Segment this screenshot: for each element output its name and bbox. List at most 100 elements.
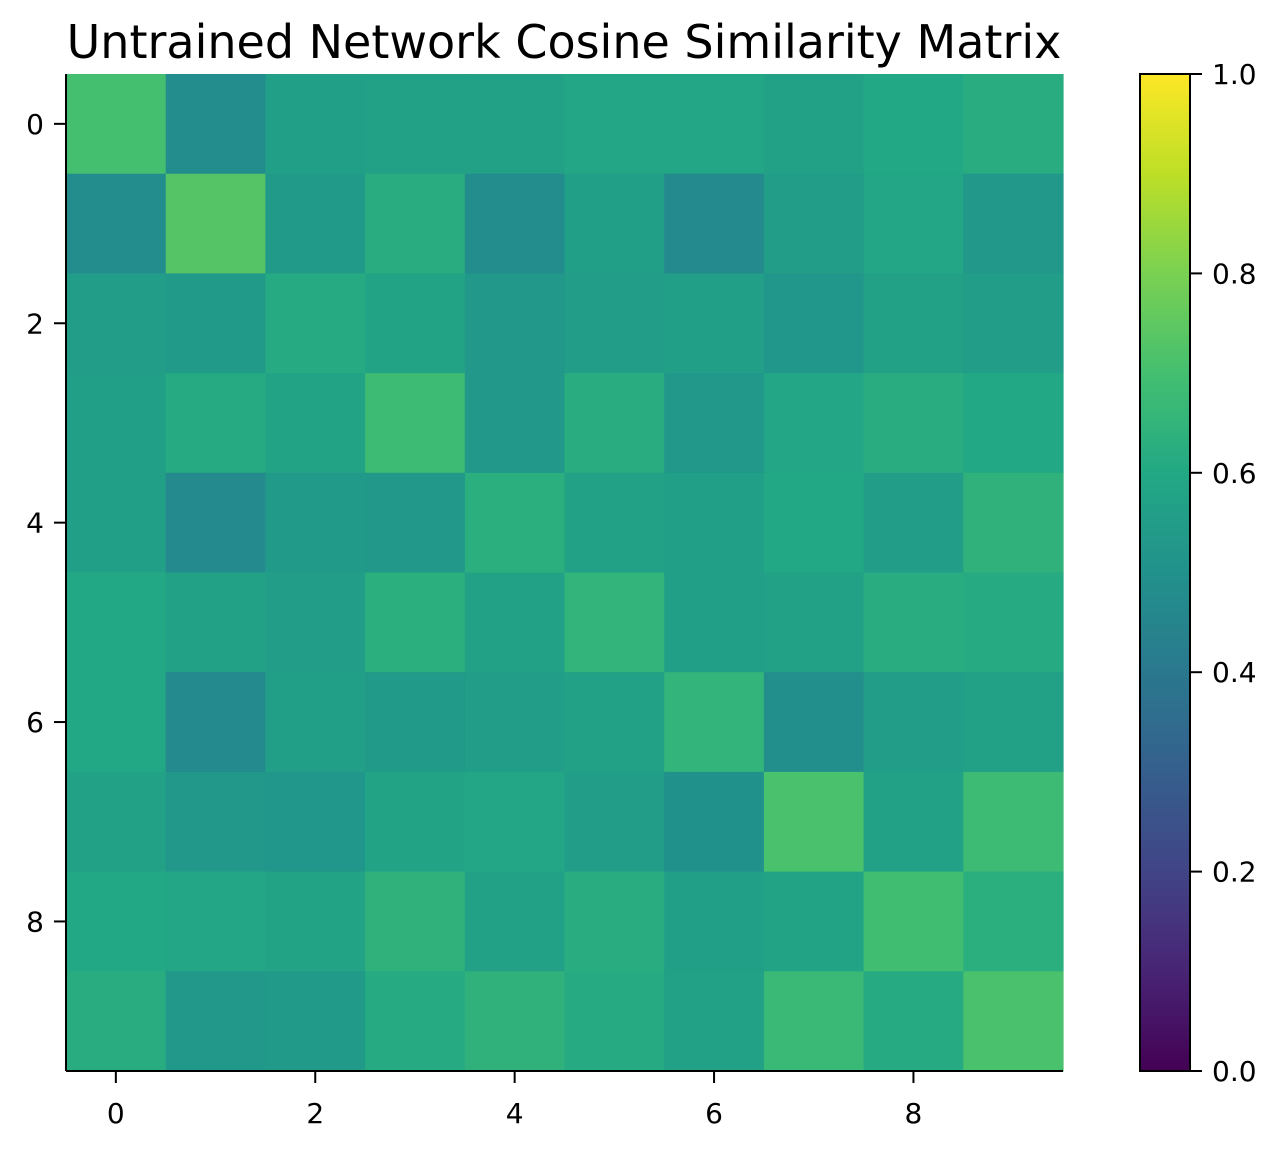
heatmap-cell-9-2 <box>265 971 366 1072</box>
y-tick-label: 4 <box>26 507 44 540</box>
heatmap-cell-9-7 <box>763 971 865 1072</box>
x-axis-ticks: 0 2 4 6 8 <box>107 1071 922 1130</box>
heatmap-cell-9-8 <box>863 971 964 1072</box>
heatmap-cell-6-8 <box>863 672 964 773</box>
heatmap-cell-5-8 <box>863 572 964 673</box>
heatmap-cell-7-9 <box>963 771 1064 873</box>
colorbar-gradient <box>1140 74 1190 1071</box>
x-tick-label: 6 <box>705 1097 723 1130</box>
heatmap-cell-3-3 <box>365 373 466 474</box>
heatmap-cell-0-2 <box>265 74 366 175</box>
heatmap-cell-8-4 <box>464 871 566 972</box>
chart-title: Untrained Network Cosine Similarity Matr… <box>67 15 1062 69</box>
heatmap-cell-2-5 <box>564 273 665 374</box>
heatmap-cell-3-5 <box>564 373 665 474</box>
heatmap-cell-8-6 <box>664 871 765 972</box>
colorbar-border <box>1139 73 1191 1072</box>
heatmap-cell-4-4 <box>464 472 566 574</box>
heatmap-cell-8-0 <box>66 871 167 972</box>
y-axis-ticks: 0 2 4 6 8 <box>26 108 66 938</box>
heatmap-cell-5-2 <box>265 572 366 673</box>
heatmap-cell-4-2 <box>265 472 366 574</box>
heatmap-cell-9-6 <box>664 971 765 1072</box>
heatmap-cell-9-0 <box>66 971 167 1072</box>
heatmap-cell-0-4 <box>464 74 566 175</box>
heatmap-cell-8-7 <box>763 871 865 972</box>
heatmap-cell-0-6 <box>664 74 765 175</box>
heatmap-cell-6-4 <box>464 672 566 773</box>
heatmap-cell-7-3 <box>365 771 466 873</box>
heatmap-cell-0-0 <box>66 74 167 175</box>
heatmap-cell-4-3 <box>365 472 466 574</box>
heatmap-cell-7-8 <box>863 771 964 873</box>
heatmap-cell-8-5 <box>564 871 665 972</box>
heatmap-cell-6-1 <box>165 672 266 773</box>
heatmap-cell-5-9 <box>963 572 1064 673</box>
heatmap-cell-1-3 <box>365 173 466 274</box>
heatmap-cell-5-3 <box>365 572 466 673</box>
heatmap-cell-8-3 <box>365 871 466 972</box>
heatmap-cell-7-7 <box>763 771 865 873</box>
heatmap-cell-1-1 <box>165 173 266 274</box>
colorbar: 0.0 0.2 0.4 0.6 0.8 1.0 <box>1139 58 1257 1088</box>
heatmap-cell-4-9 <box>963 472 1064 574</box>
colorbar-tick-label: 0.0 <box>1212 1055 1257 1088</box>
x-tick-label: 0 <box>107 1097 125 1130</box>
heatmap-cell-2-1 <box>165 273 266 374</box>
heatmap-cell-5-4 <box>464 572 566 673</box>
heatmap-cell-8-1 <box>165 871 266 972</box>
heatmap-cells <box>66 74 1064 1072</box>
heatmap-cell-6-6 <box>664 672 765 773</box>
y-tick-label: 0 <box>26 108 44 141</box>
heatmap-cell-9-9 <box>963 971 1064 1072</box>
heatmap-cell-1-5 <box>564 173 665 274</box>
heatmap-cell-4-5 <box>564 472 665 574</box>
heatmap-cell-1-9 <box>963 173 1064 274</box>
heatmap-cell-3-9 <box>963 373 1064 474</box>
heatmap-cell-5-5 <box>564 572 665 673</box>
heatmap-cell-2-6 <box>664 273 765 374</box>
y-tick-label: 8 <box>26 905 44 938</box>
heatmap-cell-6-2 <box>265 672 366 773</box>
heatmap-cell-0-5 <box>564 74 665 175</box>
heatmap-cell-0-1 <box>165 74 266 175</box>
heatmap-cell-5-7 <box>763 572 865 673</box>
heatmap-cell-0-3 <box>365 74 466 175</box>
heatmap-cell-3-8 <box>863 373 964 474</box>
x-tick-label: 2 <box>306 1097 324 1130</box>
colorbar-tick-label: 0.2 <box>1212 856 1257 889</box>
x-tick-label: 4 <box>506 1097 524 1130</box>
heatmap-cell-5-1 <box>165 572 266 673</box>
heatmap-cell-4-1 <box>165 472 266 574</box>
heatmap-cell-6-3 <box>365 672 466 773</box>
heatmap-cell-4-0 <box>66 472 167 574</box>
heatmap-cell-8-2 <box>265 871 366 972</box>
heatmap-cell-7-0 <box>66 771 167 873</box>
heatmap-cell-8-8 <box>863 871 964 972</box>
heatmap-cell-4-7 <box>763 472 865 574</box>
heatmap-cell-1-2 <box>265 173 366 274</box>
heatmap-cell-1-6 <box>664 173 765 274</box>
heatmap-cell-2-2 <box>265 273 366 374</box>
heatmap-cell-6-7 <box>763 672 865 773</box>
heatmap-cell-6-9 <box>963 672 1064 773</box>
heatmap-cell-3-4 <box>464 373 566 474</box>
heatmap-cell-2-8 <box>863 273 964 374</box>
heatmap-cell-2-7 <box>763 273 865 374</box>
heatmap-cell-6-5 <box>564 672 665 773</box>
heatmap-cell-9-5 <box>564 971 665 1072</box>
heatmap-cell-9-4 <box>464 971 566 1072</box>
y-tick-label: 2 <box>26 307 44 340</box>
y-tick-label: 6 <box>26 706 44 739</box>
heatmap-cell-7-4 <box>464 771 566 873</box>
colorbar-tick-label: 0.8 <box>1212 257 1257 290</box>
heatmap-cell-1-7 <box>763 173 865 274</box>
heatmap-cell-3-6 <box>664 373 765 474</box>
heatmap-cell-4-6 <box>664 472 765 574</box>
heatmap-cell-4-8 <box>863 472 964 574</box>
x-tick-label: 8 <box>905 1097 923 1130</box>
heatmap-cell-3-1 <box>165 373 266 474</box>
heatmap-cell-1-4 <box>464 173 566 274</box>
heatmap-cell-0-9 <box>963 74 1064 175</box>
